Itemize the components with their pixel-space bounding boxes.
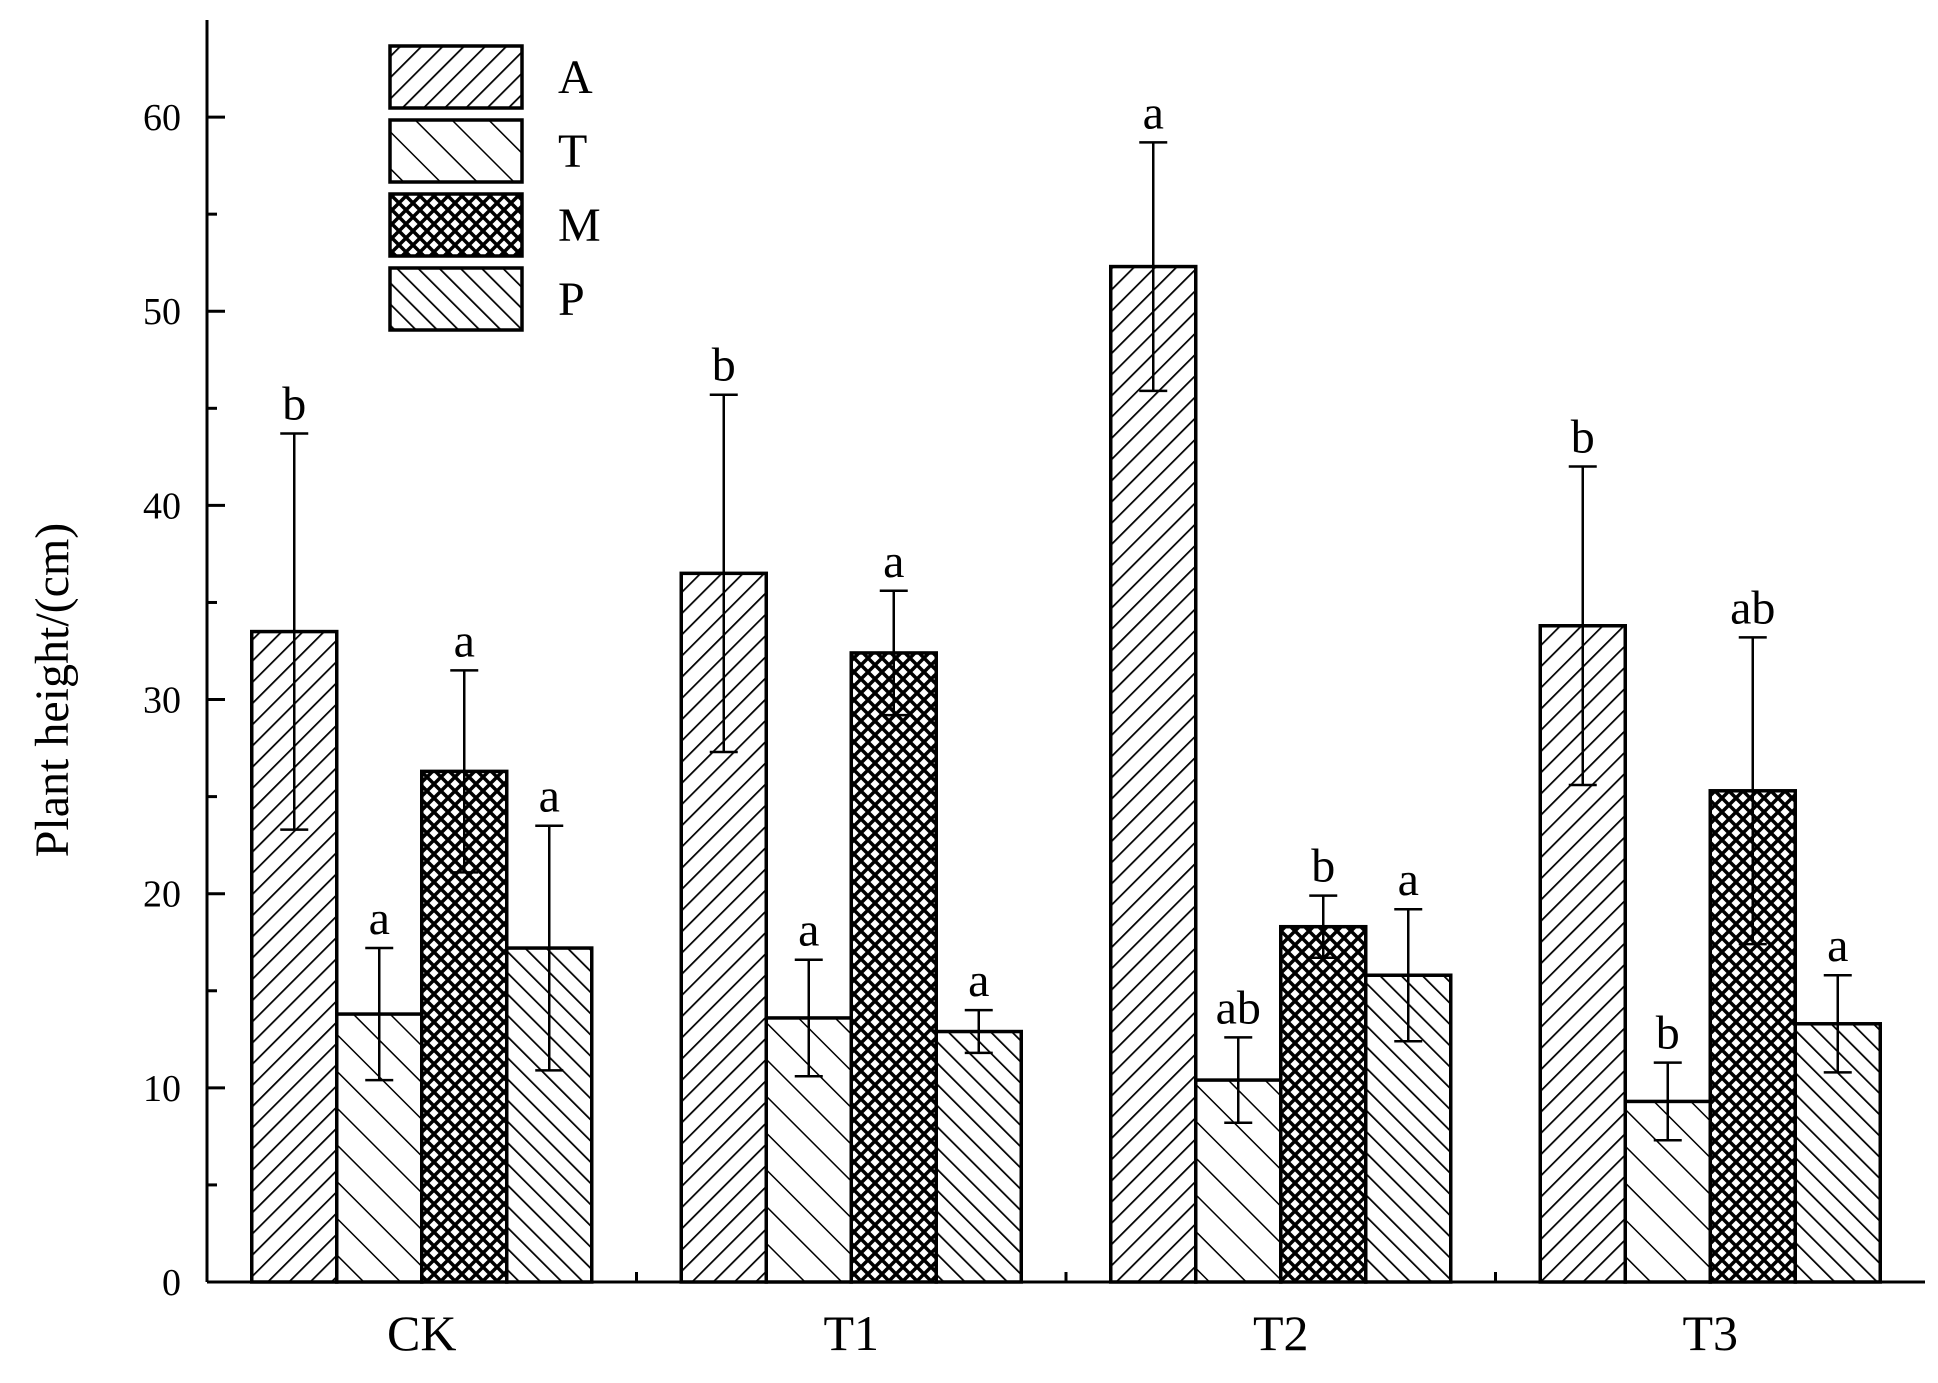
legend-swatch bbox=[388, 118, 524, 184]
bar bbox=[1109, 264, 1198, 1284]
legend-label: T bbox=[558, 125, 587, 178]
legend-label: P bbox=[558, 273, 585, 326]
significance-letter: b bbox=[282, 378, 306, 431]
significance-letter: a bbox=[883, 535, 904, 588]
bar bbox=[1279, 924, 1368, 1284]
legend-swatch bbox=[388, 44, 524, 110]
bar bbox=[849, 651, 938, 1284]
y-tick-label: 0 bbox=[162, 1262, 181, 1304]
axes-layer: 0 10 20 30 40 50 60 CK T1 T2 T3 bbox=[143, 20, 1925, 1361]
y-tick-label: 20 bbox=[143, 874, 181, 916]
bar bbox=[1793, 1022, 1882, 1284]
legend-swatch bbox=[388, 192, 524, 258]
y-tick-label: 50 bbox=[143, 291, 181, 333]
x-tick-label: CK bbox=[387, 1305, 456, 1361]
y-tick-label: 60 bbox=[143, 97, 181, 139]
significance-letter: b bbox=[712, 339, 736, 392]
significance-letter: a bbox=[369, 892, 390, 945]
significance-letter: ab bbox=[1730, 581, 1775, 634]
legend-label: M bbox=[558, 199, 601, 252]
y-axis-title: Plant height/(cm) bbox=[26, 523, 79, 858]
significance-letter: a bbox=[1827, 919, 1848, 972]
y-tick-label: 30 bbox=[143, 680, 181, 722]
significance-letter: a bbox=[539, 770, 560, 823]
bar bbox=[934, 1029, 1023, 1284]
significance-letter: a bbox=[1398, 853, 1419, 906]
x-tick-label: T3 bbox=[1682, 1305, 1738, 1361]
significance-letter: ab bbox=[1216, 981, 1261, 1034]
significance-letter: a bbox=[454, 614, 475, 667]
significance-letter: b bbox=[1656, 1007, 1680, 1060]
x-tick-label: T1 bbox=[823, 1305, 879, 1361]
x-tick-label: T2 bbox=[1253, 1305, 1309, 1361]
legend-label: A bbox=[558, 51, 593, 104]
significance-letter: b bbox=[1571, 411, 1595, 464]
y-tick-label: 10 bbox=[143, 1068, 181, 1110]
significance-letter: a bbox=[798, 904, 819, 957]
significance-letter: b bbox=[1311, 840, 1335, 893]
y-tick-label: 40 bbox=[143, 485, 181, 527]
legend-swatch bbox=[388, 266, 524, 332]
significance-letter: a bbox=[1143, 86, 1164, 139]
significance-letter: a bbox=[968, 954, 989, 1007]
